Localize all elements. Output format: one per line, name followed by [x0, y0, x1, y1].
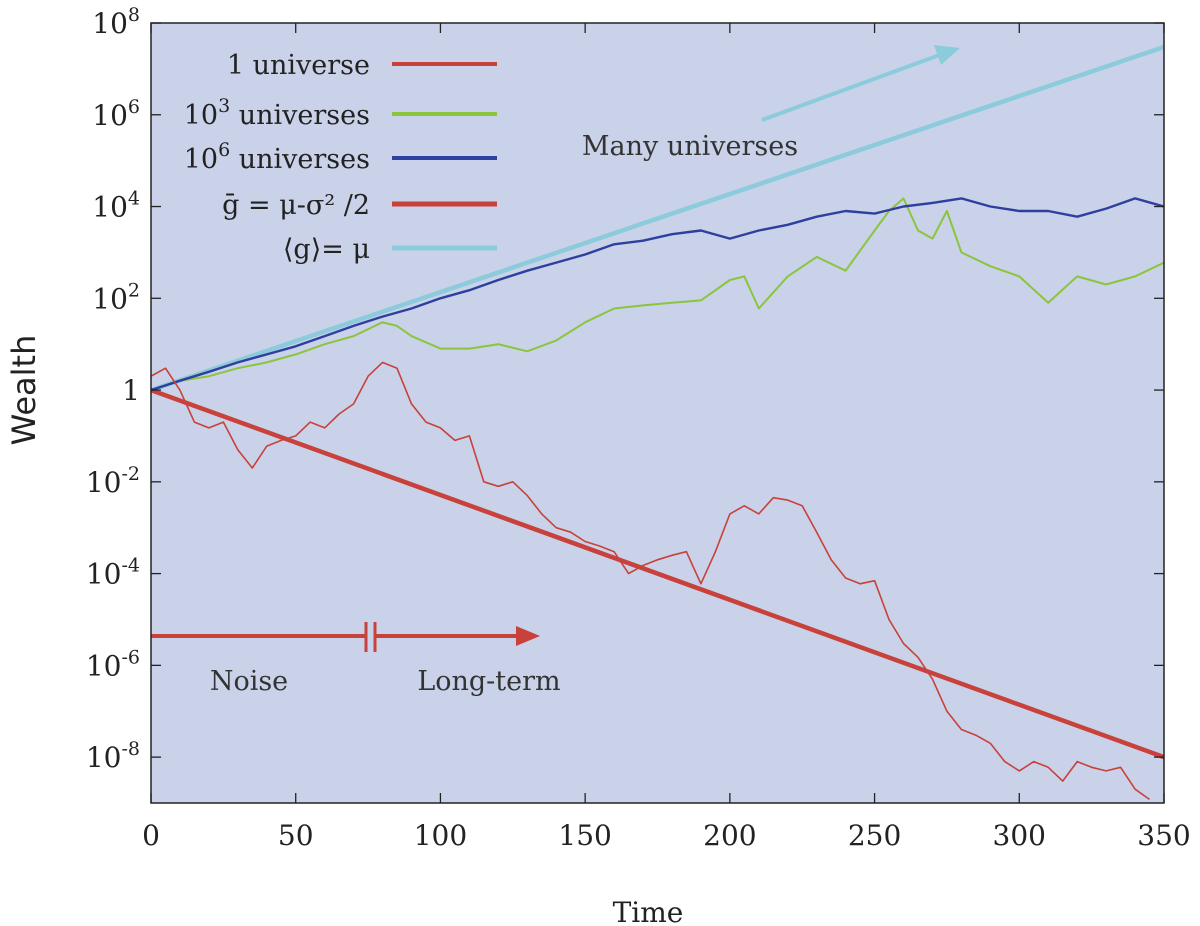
- legend-label: ⟨g⟩= μ: [283, 234, 370, 265]
- y-tick-label: 10-8: [86, 738, 140, 774]
- long-term-label: Long-term: [417, 666, 560, 697]
- series-line-4: [151, 387, 1164, 760]
- legend-label: ḡ = μ-σ² /2: [222, 190, 370, 221]
- y-tick-label: 108: [92, 4, 140, 40]
- x-tick-label: 50: [278, 819, 314, 852]
- x-tick-label: 0: [142, 819, 160, 852]
- many-universes-arrowhead: [934, 45, 960, 65]
- y-tick-label: 106: [92, 96, 140, 132]
- x-axis-label: Time: [613, 896, 684, 926]
- x-tick-label: 350: [1137, 819, 1190, 852]
- legend-label: 106 universes: [184, 139, 370, 175]
- tick-layer: 0 50 100 150 200 250 300 350 108 106 104 102 1 10-2 10…: [86, 4, 1191, 852]
- many-universes-arrow: [761, 51, 946, 122]
- series-line-1: [151, 361, 1150, 801]
- annotation-layer: Many universes Noise Long-term: [151, 45, 960, 697]
- x-tick-label: 200: [703, 819, 756, 852]
- long-term-arrowhead: [516, 626, 540, 646]
- legend-label: 1 universe: [227, 50, 370, 81]
- y-tick-label: 10-4: [86, 555, 140, 591]
- y-tick-label: 10-2: [86, 463, 140, 499]
- noise-label: Noise: [210, 666, 288, 697]
- legend: 1 universe 103 universes 106 universes ḡ = …: [184, 50, 497, 265]
- x-tick-label: 250: [848, 819, 901, 852]
- y-axis-label: Wealth: [5, 335, 43, 446]
- y-tick-label: 104: [92, 188, 140, 224]
- series-line-2: [151, 197, 1164, 392]
- many-universes-label: Many universes: [582, 131, 798, 162]
- y-tick-label: 1: [122, 374, 140, 407]
- legend-label: 103 universes: [184, 95, 370, 131]
- y-tick-label: 102: [92, 279, 140, 315]
- x-tick-label: 100: [414, 819, 467, 852]
- series-layer: [151, 44, 1164, 801]
- series-line-3: [151, 197, 1164, 392]
- x-tick-label: 150: [558, 819, 611, 852]
- y-tick-label: 10-6: [86, 646, 140, 682]
- x-tick-label: 300: [993, 819, 1046, 852]
- plot-area: [151, 23, 1164, 803]
- plot-frame: [150, 22, 1165, 804]
- series-line-5: [151, 44, 1164, 393]
